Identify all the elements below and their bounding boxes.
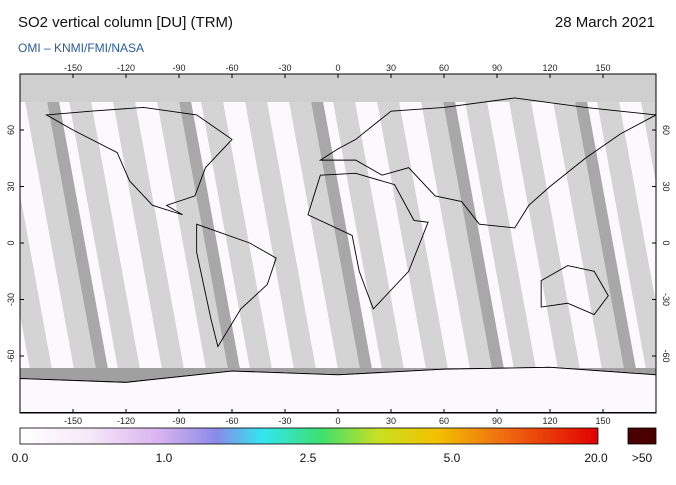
orbit-swath bbox=[592, 74, 656, 413]
lat-tick-label: 30 bbox=[6, 181, 16, 191]
orbit-swath bbox=[20, 74, 104, 413]
coastline bbox=[196, 223, 277, 348]
lon-tick-label: -90 bbox=[172, 63, 185, 73]
colorbar bbox=[19, 427, 599, 445]
lon-tick-label: -60 bbox=[225, 416, 238, 426]
colorbar-label: 1.0 bbox=[156, 451, 173, 465]
lon-tick-label: 150 bbox=[595, 416, 610, 426]
polar-north bbox=[20, 74, 656, 102]
lon-tick-label: 90 bbox=[492, 416, 502, 426]
lon-tick-label: -60 bbox=[225, 63, 238, 73]
lon-tick-label: 60 bbox=[439, 63, 449, 73]
colorbar-overflow bbox=[627, 427, 657, 445]
orbit-overlap bbox=[42, 74, 116, 413]
orbit-swath bbox=[504, 74, 588, 413]
lon-tick-label: 60 bbox=[439, 416, 449, 426]
orbit-swath bbox=[152, 74, 236, 413]
orbit-swath bbox=[20, 194, 60, 413]
colorbar-label: 5.0 bbox=[444, 451, 461, 465]
colorbar-label: 0.0 bbox=[12, 451, 29, 465]
coastline bbox=[45, 106, 233, 216]
lon-tick-label: 30 bbox=[386, 416, 396, 426]
lon-tick-label: -30 bbox=[278, 63, 291, 73]
lat-tick-label: 60 bbox=[6, 125, 16, 135]
lat-tick-label: -30 bbox=[6, 293, 16, 306]
orbit-overlap bbox=[570, 74, 644, 413]
lon-tick-label: 0 bbox=[335, 416, 340, 426]
lon-tick-label: 150 bbox=[595, 63, 610, 73]
lat-tick-label: 0 bbox=[6, 240, 16, 245]
lat-tick-label: 0 bbox=[661, 240, 671, 245]
orbit-swath bbox=[548, 74, 632, 413]
coastline bbox=[318, 97, 656, 229]
lon-tick-label: -120 bbox=[117, 63, 135, 73]
date: 28 March 2021 bbox=[555, 14, 655, 31]
orbit-swath bbox=[196, 74, 280, 413]
source: OMI – KNMI/FMI/NASA bbox=[18, 41, 144, 55]
orbit-swath bbox=[328, 74, 412, 413]
map bbox=[20, 74, 656, 413]
lon-tick-label: -90 bbox=[172, 416, 185, 426]
orbit-overlap bbox=[438, 74, 512, 413]
lon-tick-label: 120 bbox=[542, 416, 557, 426]
coastline bbox=[540, 265, 609, 316]
orbit-swath bbox=[460, 74, 544, 413]
lon-tick-label: 30 bbox=[386, 63, 396, 73]
orbit-swath bbox=[284, 74, 368, 413]
lon-tick-label: -150 bbox=[64, 63, 82, 73]
lon-tick-label: -150 bbox=[64, 416, 82, 426]
lat-tick-label: 60 bbox=[661, 125, 671, 135]
orbit-swath bbox=[64, 74, 148, 413]
colorbar-label: 20.0 bbox=[584, 451, 608, 465]
colorbar-overflow-label: >50 bbox=[632, 451, 653, 465]
orbit-swath bbox=[240, 74, 324, 413]
orbit-overlap bbox=[306, 74, 380, 413]
lon-tick-label: 0 bbox=[335, 63, 340, 73]
orbit-swath bbox=[108, 74, 192, 413]
coastline bbox=[307, 172, 429, 310]
lat-tick-label: -30 bbox=[661, 293, 671, 306]
title: SO2 vertical column [DU] (TRM) bbox=[18, 14, 233, 31]
lat-tick-label: -60 bbox=[661, 349, 671, 362]
lon-tick-label: 90 bbox=[492, 63, 502, 73]
orbit-swath bbox=[372, 74, 456, 413]
lat-tick-label: -60 bbox=[6, 349, 16, 362]
orbit-swath bbox=[416, 74, 500, 413]
lon-tick-label: -120 bbox=[117, 416, 135, 426]
lon-tick-label: -30 bbox=[278, 416, 291, 426]
colorbar-label: 2.5 bbox=[300, 451, 317, 465]
lat-tick-label: 30 bbox=[661, 181, 671, 191]
lon-tick-label: 120 bbox=[542, 63, 557, 73]
